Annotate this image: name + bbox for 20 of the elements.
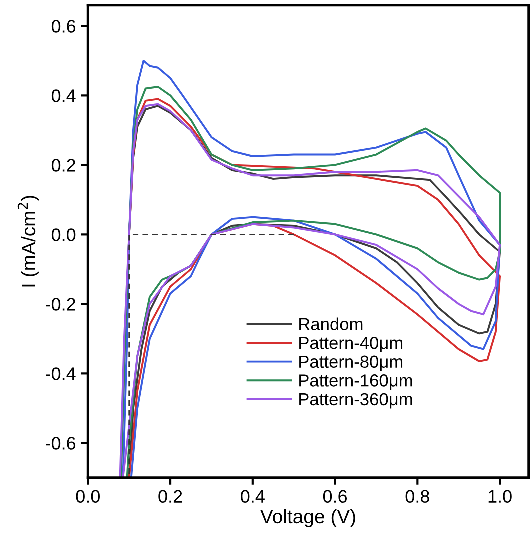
y-tick-label: -0.6 (46, 437, 76, 450)
legend-label: Pattern-80μm (300, 356, 403, 372)
x-tick-label: 0.0 (76, 490, 100, 503)
y-tick-label: 0.0 (52, 228, 76, 242)
x-tick-label: 0.6 (323, 490, 348, 503)
y-tick-label: -0.4 (46, 368, 76, 380)
y-axis-title: I (mA/cm$^{2}$) (18, 196, 40, 287)
legend-label: Pattern-360μm (300, 393, 412, 409)
x-tick-label: 0.4 (241, 490, 265, 503)
legend-label: Pattern-160μm (300, 374, 412, 390)
x-tick-label: 1.0 (488, 490, 512, 503)
x-tick-label: 0.2 (158, 490, 182, 503)
x-axis-title: Voltage (V) (260, 509, 356, 528)
y-tick-label: 0.2 (52, 159, 76, 172)
y-tick-label: 0.4 (52, 90, 76, 102)
legend-label: Random (300, 318, 363, 330)
x-tick-label: 0.8 (406, 490, 430, 503)
legend-label: Pattern-40μm (300, 336, 403, 352)
y-tick-label: -0.2 (46, 298, 76, 311)
y-tick-label: 0.6 (52, 20, 76, 33)
